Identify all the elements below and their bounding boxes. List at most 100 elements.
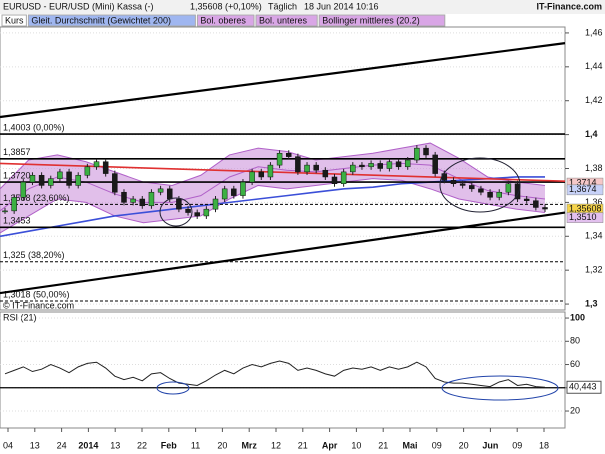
x-tick-label: 2014 — [78, 440, 98, 450]
rsi-title: RSI (21) — [3, 312, 37, 322]
candle-body — [395, 161, 402, 168]
x-tick-label: Jun — [482, 440, 498, 450]
y-tick-label: 1,36 — [585, 197, 603, 207]
rsi-frame — [0, 311, 566, 429]
candle-body — [121, 191, 127, 203]
candle-body — [505, 183, 512, 193]
price-box-label: 1,3714 — [569, 177, 597, 187]
rsi-last-label: 40,443 — [569, 382, 597, 392]
candle-body — [185, 208, 191, 213]
y-tick-label: 1,3 — [585, 298, 598, 308]
trendline — [0, 42, 566, 119]
legend-label: Bollinger mittleres (20.2) — [322, 15, 420, 25]
legend-label: Gleit. Durchschnitt (Gewichtet 200) — [31, 15, 171, 25]
y-tick-label: 80 — [570, 336, 580, 346]
y-tick-label: 1,44 — [585, 61, 603, 71]
candle-body — [48, 178, 54, 186]
y-tick-label: 1,32 — [585, 265, 603, 275]
level-label: 1,3018 (50,00%) — [3, 289, 70, 299]
price-box-label: 1,35608 — [569, 203, 602, 213]
candle-body — [350, 164, 356, 173]
x-tick-label: 18 — [539, 440, 549, 450]
candle-body — [84, 166, 91, 176]
candle-body — [459, 183, 466, 186]
candle-body — [139, 198, 146, 207]
x-tick-label: Mai — [402, 440, 417, 450]
candle-body — [432, 154, 438, 174]
x-tick-label: 21 — [298, 440, 308, 450]
level-label: 1,3857 — [3, 147, 31, 157]
candle-body — [194, 212, 200, 217]
rsi-panel: RSI (21)1008060402040,443 — [0, 312, 602, 415]
candle-body — [423, 147, 429, 156]
header-bar — [0, 0, 605, 14]
legend-swatch — [196, 14, 255, 27]
candle-body — [386, 161, 393, 169]
candle-body — [130, 198, 136, 203]
y-tick-label: 100 — [570, 312, 585, 322]
legend: Kurs Gleit. Durchschnitt (Gewichtet 200) B… — [1, 14, 446, 27]
x-tick-label: 09 — [512, 440, 522, 450]
candle-body — [340, 171, 347, 185]
y-tick-label: 1,34 — [585, 231, 603, 241]
bollinger-upper — [0, 142, 546, 190]
y-tick-label: 1,46 — [585, 27, 603, 37]
annotation-ellipse — [156, 381, 190, 395]
candle-body — [285, 152, 292, 157]
candle-body — [231, 188, 237, 196]
annotation-ellipse — [159, 197, 193, 227]
candle-body — [295, 156, 301, 173]
annotation-ellipse — [441, 375, 559, 401]
x-tick-label: 20 — [459, 440, 469, 450]
brand: IT-Finance.com — [536, 1, 602, 11]
x-tick-label: Mrz — [241, 440, 257, 450]
candle-body — [57, 171, 63, 179]
watermark: © IT-Finance.com — [3, 300, 74, 310]
candle-body — [93, 161, 100, 168]
candle-body — [496, 191, 502, 198]
candle-body — [377, 163, 384, 169]
candle-body — [267, 164, 274, 178]
candle-body — [478, 188, 484, 193]
rsi-line — [4, 360, 546, 388]
symbol: EURUSD - EUR/USD (Mini) Kassa (-) — [3, 1, 154, 11]
x-tick-label: 09 — [432, 440, 442, 450]
legend-swatch — [255, 14, 318, 27]
x-tick-label: Feb — [161, 440, 178, 450]
level-label: 1,325 (38,20%) — [3, 250, 65, 260]
candle-body — [2, 210, 8, 213]
candle-body — [322, 169, 329, 178]
legend-swatch — [1, 14, 27, 27]
candle-body — [11, 197, 17, 212]
legend-label: Bol. oberes — [200, 15, 246, 25]
candle-body — [29, 175, 36, 183]
legend-swatch — [27, 14, 196, 27]
x-tick-label: 11 — [191, 440, 200, 450]
level-label: 1,3720 — [3, 170, 31, 180]
candle-body — [304, 164, 310, 173]
candle-body — [487, 191, 493, 198]
price-panel: 1,46 1,44 1,42 1,4 1,38 1,36 1,34 1,32 1,3 1,4003… — [0, 27, 604, 308]
candle-body — [258, 171, 265, 178]
x-tick-label: 13 — [110, 440, 120, 450]
candle-body — [523, 198, 530, 201]
level-label: 1,4003 (0,00%) — [3, 122, 65, 132]
candle-body — [469, 185, 475, 190]
candle-body — [66, 171, 72, 186]
candle-body — [221, 188, 228, 200]
price-box — [566, 184, 604, 196]
x-tick-label: 24 — [57, 440, 67, 450]
candle-body — [240, 181, 246, 196]
price-box-label: 1,3674 — [569, 184, 597, 194]
y-tick-label: 20 — [570, 405, 580, 415]
candle-body — [203, 208, 210, 217]
period: Täglich — [268, 1, 297, 11]
candle-body — [414, 147, 420, 161]
candle-body — [166, 188, 173, 200]
x-tick-label: 04 — [3, 440, 13, 450]
price-box — [566, 212, 604, 223]
x-tick-label: 20 — [217, 440, 227, 450]
x-tick-label: 13 — [30, 440, 40, 450]
rsi-last-box — [566, 380, 602, 394]
